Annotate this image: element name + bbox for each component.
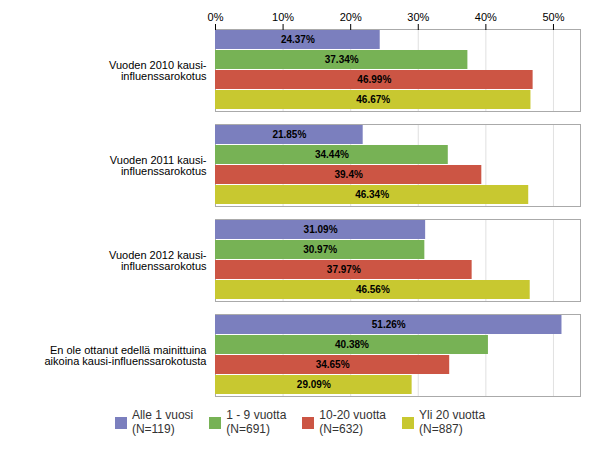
svg-text:46.67%: 46.67% xyxy=(356,94,390,105)
svg-text:10%: 10% xyxy=(272,11,294,23)
html-text:Alle 1 vuosi (N=119): Alle 1 vuosi (N=119) xyxy=(131,408,194,436)
html-text:10-20 vuotta (N=632): 10-20 vuotta (N=632) xyxy=(319,408,386,436)
svg-text:30%: 30% xyxy=(407,11,429,23)
svg-text:29.09%: 29.09% xyxy=(297,379,331,390)
svg-text:51.26%: 51.26% xyxy=(372,319,406,330)
svg-text:50%: 50% xyxy=(542,11,564,23)
svg-text:40%: 40% xyxy=(475,11,497,23)
svg-text:21.85%: 21.85% xyxy=(272,129,306,140)
svg-text:37.97%: 37.97% xyxy=(327,264,361,275)
svg-text:39.4%: 39.4% xyxy=(334,169,362,180)
html-text:1 - 9 vuotta (N=691): 1 - 9 vuotta (N=691) xyxy=(226,408,287,436)
svg-text:24.37%: 24.37% xyxy=(281,34,315,45)
svg-text:31.09%: 31.09% xyxy=(304,224,338,235)
svg-text:Vuoden 2010 kausi-influenssaro: Vuoden 2010 kausi-influenssarokotus xyxy=(109,59,207,82)
svg-text:37.34%: 37.34% xyxy=(325,54,359,65)
svg-text:46.34%: 46.34% xyxy=(355,189,389,200)
svg-text:34.65%: 34.65% xyxy=(316,359,350,370)
html-text:Yli 20 vuotta (N=887): Yli 20 vuotta (N=887) xyxy=(419,408,486,436)
svg-text:46.56%: 46.56% xyxy=(356,284,390,295)
svg-text:Vuoden 2012 kausi-influenssaro: Vuoden 2012 kausi-influenssarokotus xyxy=(109,249,207,272)
svg-text:0%: 0% xyxy=(208,11,224,23)
svg-text:30.97%: 30.97% xyxy=(303,244,337,255)
svg-text:46.99%: 46.99% xyxy=(357,74,391,85)
svg-text:40.38%: 40.38% xyxy=(335,339,369,350)
svg-text:34.44%: 34.44% xyxy=(315,149,349,160)
svg-text:20%: 20% xyxy=(340,11,362,23)
svg-text:Vuoden 2011 kausi-influenssaro: Vuoden 2011 kausi-influenssarokotus xyxy=(110,154,207,177)
svg-text:En ole ottanut edellä mainittu: En ole ottanut edellä mainittuinaaikoina… xyxy=(44,344,207,367)
